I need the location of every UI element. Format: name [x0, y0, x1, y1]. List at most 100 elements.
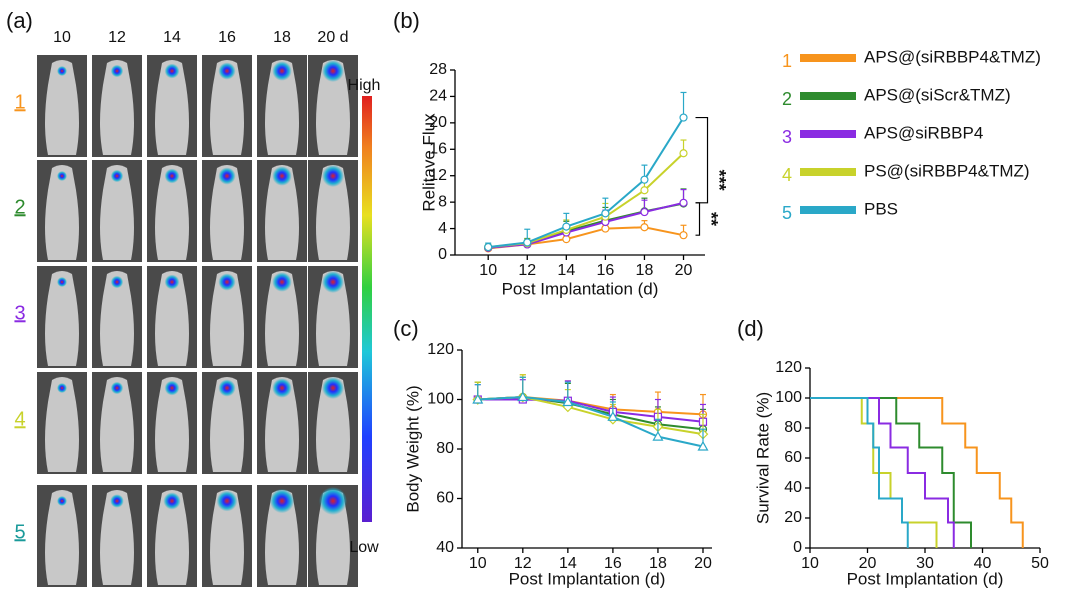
signal-spot: [272, 166, 292, 186]
y-tick-label: 20: [784, 509, 802, 526]
series-line: [488, 201, 684, 249]
marker: [601, 209, 610, 218]
mouse-body: [155, 165, 189, 260]
signal-spot: [110, 275, 124, 289]
series-line: [477, 396, 704, 448]
column-label: 20 d: [317, 29, 348, 46]
y-tick-label: 120: [427, 341, 454, 358]
mouse-body: [316, 165, 350, 260]
marker: [562, 235, 571, 244]
row-label: 1: [14, 91, 25, 113]
row-label: 5: [14, 521, 25, 543]
x-tick-label: 12: [518, 262, 536, 279]
mouse-body: [155, 60, 189, 155]
mouse-body: [210, 60, 244, 155]
signal-spot: [164, 168, 180, 184]
color-scale: [362, 96, 372, 522]
signal-spot: [269, 488, 295, 514]
panel-label: (d): [737, 316, 764, 341]
signal-spot: [57, 383, 67, 393]
survival-curve: [810, 397, 1024, 548]
significance-bracket: [695, 116, 709, 204]
mouse-body: [100, 377, 134, 472]
y-tick-label: 0: [793, 539, 802, 556]
marker: [697, 440, 709, 451]
y-tick-label: 28: [429, 61, 447, 78]
significance: **: [701, 212, 721, 226]
mouse-body: [265, 490, 299, 585]
legend-number: 2: [782, 89, 792, 109]
signal-spot: [322, 60, 344, 82]
signal-spot: [57, 277, 67, 287]
survival-curve: [810, 397, 972, 548]
marker: [679, 149, 688, 158]
x-tick-label: 30: [916, 555, 934, 572]
signal-spot: [57, 66, 67, 76]
signal-spot: [218, 62, 236, 80]
survival-curve: [810, 397, 909, 548]
legend-swatch: [800, 206, 856, 214]
marker: [640, 175, 649, 184]
marker: [562, 396, 574, 407]
survival-curve: [810, 397, 938, 548]
x-axis-label: Post Implantation (d): [847, 569, 1004, 588]
legend-label: APS@siRBBP4: [864, 123, 983, 142]
marker: [472, 393, 484, 404]
signal-spot: [322, 377, 344, 399]
marker: [607, 411, 619, 421]
x-tick-label: 18: [636, 262, 654, 279]
y-tick-label: 20: [429, 114, 447, 131]
x-tick-label: 20: [675, 262, 693, 279]
mouse-body: [265, 165, 299, 260]
signal-spot: [319, 487, 347, 515]
mouse-body: [210, 490, 244, 585]
series-line: [488, 117, 685, 249]
marker: [484, 242, 493, 252]
marker: [601, 224, 610, 233]
signal-spot: [272, 61, 292, 81]
marker: [517, 391, 529, 402]
signal-spot: [272, 272, 292, 292]
x-tick-label: 16: [604, 555, 622, 572]
marker: [640, 186, 649, 195]
mouse-body: [316, 60, 350, 155]
scale-high: High: [348, 77, 381, 94]
series-line: [477, 396, 704, 436]
signal-spot: [57, 171, 67, 181]
legend-swatch: [800, 54, 856, 62]
mouse-body: [265, 377, 299, 472]
marker: [523, 238, 532, 247]
marker: [679, 113, 688, 122]
marker: [640, 223, 649, 232]
x-tick-label: 14: [559, 555, 577, 572]
x-axis-label: Post Implantation (d): [502, 279, 659, 298]
y-tick-label: 12: [429, 167, 447, 184]
legend-label: PS@(siRBBP4&TMZ): [864, 161, 1030, 180]
legend-number: 1: [782, 51, 792, 71]
signal-spot: [322, 271, 344, 293]
y-tick-label: 80: [784, 419, 802, 436]
signal-spot: [164, 380, 180, 396]
mouse-body: [155, 271, 189, 366]
legend-swatch: [800, 92, 856, 100]
mouse-body: [45, 377, 79, 472]
x-tick-label: 40: [974, 555, 992, 572]
mouse-body: [100, 60, 134, 155]
legend-swatch: [800, 130, 856, 138]
y-axis-label: Survival Rate (%): [753, 392, 772, 524]
y-axis-label: Relitave Flux: [419, 113, 438, 212]
mouse-body: [265, 60, 299, 155]
x-tick-label: 12: [514, 555, 532, 572]
y-tick-label: 80: [436, 440, 454, 457]
marker: [562, 222, 571, 231]
y-tick-label: 0: [438, 246, 447, 263]
row-label: 4: [14, 408, 25, 430]
y-tick-label: 120: [775, 359, 802, 376]
signal-spot: [322, 165, 344, 187]
panel-label: (a): [6, 8, 33, 33]
mouse-body: [100, 271, 134, 366]
mouse-body: [100, 165, 134, 260]
x-tick-label: 10: [479, 262, 497, 279]
